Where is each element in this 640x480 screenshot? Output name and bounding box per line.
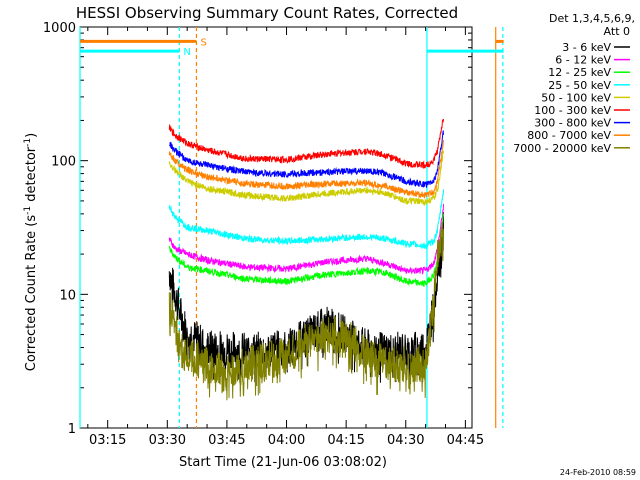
y-tick-label: 1 <box>68 422 76 437</box>
x-axis-label: Start Time (21-Jun-06 03:08:02) <box>179 455 387 470</box>
legend-label: 800 - 7000 keV <box>527 129 611 142</box>
legend-label: 12 - 25 keV <box>548 66 611 79</box>
flag-bar-label: S <box>200 37 206 48</box>
x-tick-label: 04:45 <box>447 433 484 448</box>
flag-bar-label: N <box>183 47 190 58</box>
series-line <box>168 189 444 250</box>
legend-header-line-1: Det 1,3,4,5,6,9, <box>549 12 635 25</box>
legend-label: 50 - 100 keV <box>541 91 611 104</box>
y-axis-label-sup2: -1 <box>23 138 33 147</box>
y-axis-label-part2: detector <box>24 146 39 206</box>
legend-label: 6 - 12 keV <box>555 54 611 67</box>
legend-label: 25 - 50 keV <box>548 79 611 92</box>
legend-label: 300 - 800 keV <box>534 117 611 130</box>
y-tick-label: 10 <box>59 288 76 303</box>
legend-label: 100 - 300 keV <box>534 104 611 117</box>
chart-title: HESSI Observing Summary Count Rates, Cor… <box>76 4 458 22</box>
y-axis-label-sup1: -1 <box>23 206 33 215</box>
y-axis-label: Corrected Count Rate (s-1 detector-1) <box>23 133 39 371</box>
series-line <box>169 130 444 188</box>
legend-label: 7000 - 20000 keV <box>513 142 611 155</box>
series-line <box>168 203 444 275</box>
x-tick-label: 03:45 <box>208 433 245 448</box>
legend-label: 3 - 6 keV <box>562 41 611 54</box>
date-stamp: 24-Feb-2010 08:59 <box>560 468 636 477</box>
legend-header-line-2: Att 0 <box>604 25 630 38</box>
y-tick-label: 1000 <box>43 21 76 36</box>
x-tick-label: 03:30 <box>149 433 186 448</box>
series-line <box>168 221 444 401</box>
y-axis-label-part3: ) <box>24 133 39 138</box>
series-line <box>168 139 444 199</box>
x-tick-label: 04:15 <box>327 433 364 448</box>
series-line <box>168 212 444 385</box>
y-tick-label: 100 <box>51 155 76 170</box>
series-line <box>168 118 444 170</box>
x-tick-label: 04:00 <box>268 433 305 448</box>
series-line <box>168 150 444 206</box>
plot-area: 1 10 100 1000 03:15 03:30 03:45 04:00 04:15 04:30… <box>43 21 504 448</box>
y-axis-label-part1: Corrected Count Rate (s <box>24 215 39 372</box>
x-tick-label: 04:30 <box>387 433 424 448</box>
x-tick-label: 03:15 <box>89 433 126 448</box>
series-line <box>168 213 444 287</box>
